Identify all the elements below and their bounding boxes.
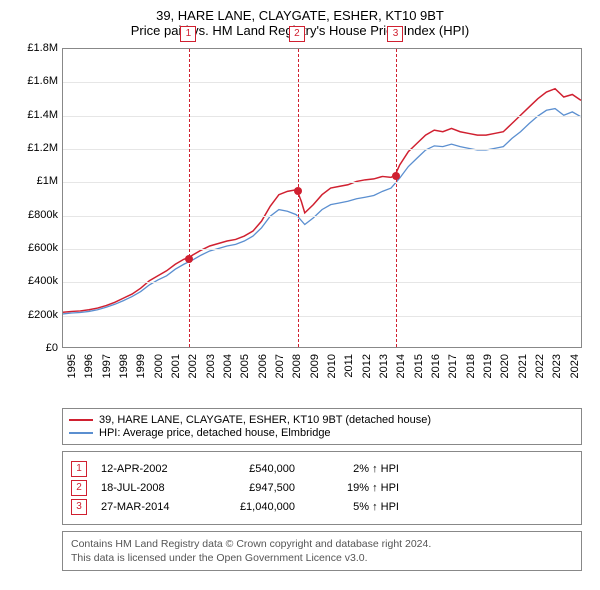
x-axis-label: 2024: [569, 354, 581, 378]
event-price: £540,000: [205, 463, 295, 475]
gridline: [63, 116, 581, 117]
event-row: 2 18-JUL-2008 £947,500 19% ↑ HPI: [71, 480, 573, 496]
title-line-1: 39, HARE LANE, CLAYGATE, ESHER, KT10 9BT: [10, 8, 590, 23]
x-axis-label: 2019: [482, 354, 494, 378]
y-axis-label: £0: [10, 342, 58, 354]
y-axis-label: £200k: [10, 309, 58, 321]
x-axis-label: 2010: [326, 354, 338, 378]
event-hpi: 2% ↑ HPI: [309, 463, 399, 475]
event-hpi: 5% ↑ HPI: [309, 501, 399, 513]
marker-vline: [396, 49, 397, 347]
gridline: [63, 182, 581, 183]
line-series-svg: [63, 49, 581, 347]
marker-vline: [298, 49, 299, 347]
event-row: 1 12-APR-2002 £540,000 2% ↑ HPI: [71, 461, 573, 477]
legend-swatch: [69, 419, 93, 421]
x-axis-label: 2014: [395, 354, 407, 378]
x-axis-label: 2004: [222, 354, 234, 378]
gridline: [63, 149, 581, 150]
x-axis-label: 2012: [361, 354, 373, 378]
y-axis-label: £1M: [10, 175, 58, 187]
event-date: 18-JUL-2008: [101, 482, 191, 494]
x-axis-label: 2022: [534, 354, 546, 378]
x-axis-label: 2002: [187, 354, 199, 378]
footer-box: Contains HM Land Registry data © Crown c…: [62, 531, 582, 571]
marker-badge: 1: [180, 26, 196, 42]
legend-row: 39, HARE LANE, CLAYGATE, ESHER, KT10 9BT…: [69, 414, 575, 426]
x-axis-label: 2005: [239, 354, 251, 378]
y-axis-label: £1.8M: [10, 42, 58, 54]
event-row: 3 27-MAR-2014 £1,040,000 5% ↑ HPI: [71, 499, 573, 515]
gridline: [63, 82, 581, 83]
footer-line-1: Contains HM Land Registry data © Crown c…: [71, 537, 573, 551]
legend-swatch: [69, 432, 93, 434]
marker-point: [185, 255, 193, 263]
legend-label: HPI: Average price, detached house, Elmb…: [99, 427, 331, 439]
marker-point: [294, 187, 302, 195]
marker-badge: 2: [289, 26, 305, 42]
gridline: [63, 216, 581, 217]
footer-line-2: This data is licensed under the Open Gov…: [71, 551, 573, 565]
series-price_paid: [63, 89, 581, 313]
y-axis-label: £1.4M: [10, 109, 58, 121]
marker-point: [392, 172, 400, 180]
events-box: 1 12-APR-2002 £540,000 2% ↑ HPI 2 18-JUL-2008…: [62, 451, 582, 525]
x-axis-label: 2001: [170, 354, 182, 378]
x-axis-label: 2003: [205, 354, 217, 378]
legend-label: 39, HARE LANE, CLAYGATE, ESHER, KT10 9BT…: [99, 414, 431, 426]
x-axis-label: 1998: [118, 354, 130, 378]
event-date: 27-MAR-2014: [101, 501, 191, 513]
y-axis-label: £600k: [10, 242, 58, 254]
x-axis-label: 2016: [430, 354, 442, 378]
x-axis-label: 2000: [153, 354, 165, 378]
x-axis-label: 1999: [135, 354, 147, 378]
event-badge: 1: [71, 461, 87, 477]
gridline: [63, 316, 581, 317]
x-axis-label: 2007: [274, 354, 286, 378]
x-axis-label: 1996: [83, 354, 95, 378]
x-axis-label: 2009: [309, 354, 321, 378]
y-axis-label: £1.2M: [10, 142, 58, 154]
x-axis-label: 2020: [499, 354, 511, 378]
event-badge: 2: [71, 480, 87, 496]
legend-box: 39, HARE LANE, CLAYGATE, ESHER, KT10 9BT…: [62, 408, 582, 445]
event-price: £1,040,000: [205, 501, 295, 513]
gridline: [63, 282, 581, 283]
x-axis-label: 2017: [447, 354, 459, 378]
x-axis-label: 2015: [413, 354, 425, 378]
x-axis-label: 1997: [101, 354, 113, 378]
plot-area: [62, 48, 582, 348]
x-axis-label: 1995: [66, 354, 78, 378]
y-axis-label: £1.6M: [10, 75, 58, 87]
x-axis-label: 2011: [343, 354, 355, 378]
x-axis-label: 2018: [465, 354, 477, 378]
x-axis-label: 2008: [291, 354, 303, 378]
y-axis-label: £800k: [10, 209, 58, 221]
x-axis-label: 2023: [551, 354, 563, 378]
marker-vline: [189, 49, 190, 347]
chart: £0 £200k £400k £600k £800k £1M £1.2M £1.4M £1.6M…: [10, 44, 590, 404]
x-axis-label: 2021: [517, 354, 529, 378]
event-hpi: 19% ↑ HPI: [309, 482, 399, 494]
legend-row: HPI: Average price, detached house, Elmb…: [69, 427, 575, 439]
x-axis-label: 2006: [257, 354, 269, 378]
y-axis-label: £400k: [10, 275, 58, 287]
marker-badge: 3: [387, 26, 403, 42]
page-container: 39, HARE LANE, CLAYGATE, ESHER, KT10 9BT…: [0, 0, 600, 581]
event-price: £947,500: [205, 482, 295, 494]
event-badge: 3: [71, 499, 87, 515]
x-axis-label: 2013: [378, 354, 390, 378]
event-date: 12-APR-2002: [101, 463, 191, 475]
gridline: [63, 249, 581, 250]
